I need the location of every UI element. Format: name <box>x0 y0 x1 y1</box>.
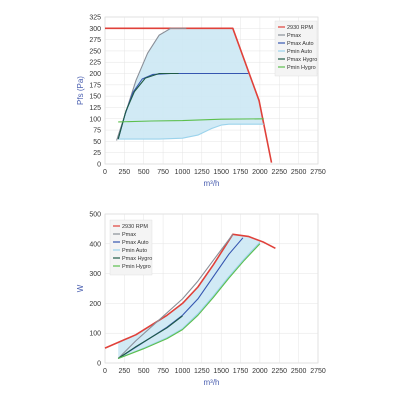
legend-label: Pmax Auto <box>287 41 314 47</box>
x-axis-label: m³/h <box>204 179 220 188</box>
y-axis-label: W <box>76 284 85 292</box>
x-tick-label: 750 <box>157 169 169 176</box>
x-tick-label: 1500 <box>213 368 229 375</box>
x-tick-label: 2500 <box>291 368 307 375</box>
x-tick-label: 0 <box>103 169 107 176</box>
x-axis-label: m³/h <box>204 378 220 387</box>
x-tick-label: 2000 <box>252 169 268 176</box>
legend-label: Pmax Auto <box>122 240 149 246</box>
legend: 2930 RPM Pmax Pmax Auto Pmin Auto Pmax Hygro… <box>274 20 317 77</box>
x-tick-label: 1250 <box>194 368 210 375</box>
legend-label: 2930 RPM <box>287 25 313 31</box>
legend-label: Pmax <box>122 232 136 238</box>
x-tick-label: 1000 <box>175 368 191 375</box>
y-tick-label: 325 <box>89 15 101 22</box>
y-tick-label: 0 <box>97 162 101 169</box>
series-line-pmin-auto <box>118 123 264 140</box>
x-tick-label: 250 <box>119 368 131 375</box>
y-tick-label: 25 <box>93 150 101 157</box>
y-tick-label: 300 <box>89 271 101 278</box>
y-tick-label: 125 <box>89 105 101 112</box>
x-tick-label: 500 <box>138 368 150 375</box>
x-tick-label: 2500 <box>291 169 307 176</box>
x-tick-label: 1000 <box>175 169 191 176</box>
series-line-2930-rpm <box>105 27 273 163</box>
y-tick-label: 50 <box>93 139 101 146</box>
x-tick-label: 1500 <box>213 169 229 176</box>
x-tick-label: 2750 <box>310 169 326 176</box>
chart-1: 0 250 500 750 1000 1250 1500 1750 2000 2250 2500 27… <box>76 15 326 189</box>
x-tick-label: 1750 <box>233 169 249 176</box>
x-tick-label: 500 <box>138 169 150 176</box>
legend-label: Pmin Auto <box>287 49 312 55</box>
series-line-pmin-hygro <box>118 243 261 360</box>
x-tick-label: 1750 <box>233 368 249 375</box>
series-line-pmax-hygro <box>117 315 183 359</box>
legend-label: Pmin Hygro <box>287 65 316 71</box>
y-tick-label: 275 <box>89 37 101 44</box>
legend-label: 2930 RPM <box>122 224 148 230</box>
legend-label: Pmin Auto <box>122 248 147 254</box>
y-tick-label: 200 <box>89 301 101 308</box>
y-tick-label: 300 <box>89 26 101 33</box>
x-tick-label: 1250 <box>194 169 210 176</box>
series-line-pmax <box>117 233 234 359</box>
x-tick-label: 0 <box>103 368 107 375</box>
legend-label: Pmax Hygro <box>287 57 317 63</box>
x-tick-label: 2000 <box>252 368 268 375</box>
y-tick-label: 175 <box>89 82 101 89</box>
y-tick-label: 100 <box>89 331 101 338</box>
chart-2: 0 250 500 750 1000 1250 1500 1750 2000 2250 2500 27… <box>76 212 326 388</box>
y-tick-label: 75 <box>93 128 101 135</box>
legend-label: Pmax <box>287 33 301 39</box>
y-tick-label: 100 <box>89 116 101 123</box>
x-tick-label: 250 <box>119 169 131 176</box>
series-line-pmin-hygro <box>118 118 264 123</box>
x-tick-label: 2750 <box>310 368 326 375</box>
legend-label: Pmin Hygro <box>122 264 151 270</box>
y-tick-label: 250 <box>89 48 101 55</box>
x-tick-label: 750 <box>157 368 169 375</box>
legend: 2930 RPM Pmax Pmax Auto Pmin Auto Pmax Hygro… <box>109 219 152 276</box>
legend-label: Pmax Hygro <box>122 256 152 262</box>
x-tick-label: 2250 <box>271 169 287 176</box>
series-line-pmax-hygro <box>117 72 179 140</box>
y-tick-label: 500 <box>89 212 101 219</box>
shaded-region <box>118 28 264 140</box>
series-line-2930-rpm <box>104 233 276 349</box>
y-tick-label: 400 <box>89 241 101 248</box>
y-tick-label: 225 <box>89 60 101 67</box>
y-tick-label: 150 <box>89 94 101 101</box>
x-tick-label: 2250 <box>271 368 287 375</box>
series-line-pmin-auto <box>117 241 261 360</box>
y-axis-label: Pfs (Pa) <box>76 76 85 105</box>
y-tick-label: 0 <box>97 361 101 368</box>
y-tick-label: 200 <box>89 71 101 78</box>
